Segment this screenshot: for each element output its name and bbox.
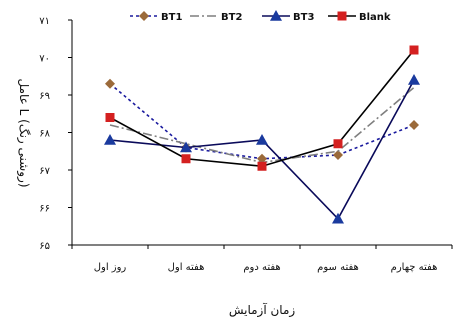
data-point-bt1 (105, 78, 115, 89)
series-blank (105, 45, 419, 171)
x-axis-title: زمان آزمایش (229, 302, 296, 318)
y-ticks: ۶۵ ۶۶ ۶۷ ۶۸ ۶۹ ۷۰ ۷۱ (39, 16, 72, 252)
data-point-bt1 (333, 150, 343, 160)
x-tick-label: هفته سوم (317, 262, 359, 273)
series-bt2 (109, 86, 415, 164)
series-layer (104, 45, 420, 224)
y-tick-label: ۶۹ (39, 91, 50, 102)
x-tick-label: هفته چهارم (391, 262, 438, 273)
legend-label-bt1: BT1 (161, 12, 182, 23)
data-point-bt1 (409, 120, 419, 130)
series-bt3 (104, 74, 420, 224)
data-point-blank (181, 154, 191, 164)
data-point-blank (105, 113, 115, 122)
series-line-bt2 (109, 86, 415, 164)
series-line-blank (109, 49, 415, 168)
data-point-blank (257, 161, 267, 171)
legend-label-bt3: BT3 (293, 12, 314, 23)
legend-label-bt2: BT2 (221, 12, 242, 23)
x-tick-label: هفته اول (168, 262, 205, 273)
data-point-bt3 (180, 141, 192, 153)
y-tick-label: ۷۰ (39, 54, 50, 65)
series-bt1 (105, 78, 419, 164)
legend-marker-bt3 (270, 10, 282, 21)
data-point-bt3 (332, 212, 344, 224)
legend: BT1 BT2 BT3 Blank (130, 10, 391, 23)
data-point-bt3 (256, 134, 268, 145)
series-line-bt3 (109, 79, 415, 221)
y-tick-label: ۶۸ (39, 129, 50, 140)
x-tick-label: هفته دوم (243, 262, 280, 273)
data-point-bt3 (408, 74, 420, 85)
legend-marker-blank (337, 11, 347, 21)
x-tick-label: روز اول (94, 262, 127, 273)
y-axis-title: عامل L (روشنی رنگ) (16, 79, 31, 188)
data-point-blank (333, 139, 343, 149)
y-tick-label: ۷۱ (39, 16, 50, 27)
data-point-blank (409, 45, 419, 55)
y-tick-label: ۶۶ (39, 204, 50, 215)
legend-label-blank: Blank (359, 12, 391, 23)
y-tick-label: ۶۷ (39, 166, 50, 177)
legend-marker-bt1 (139, 11, 149, 21)
x-ticks: روز اول هفته اول هفته دوم هفته سوم هفته چهار… (71, 245, 453, 273)
data-point-bt3 (104, 134, 116, 145)
y-tick-label: ۶۵ (39, 241, 50, 252)
series-line-bt1 (109, 83, 415, 160)
